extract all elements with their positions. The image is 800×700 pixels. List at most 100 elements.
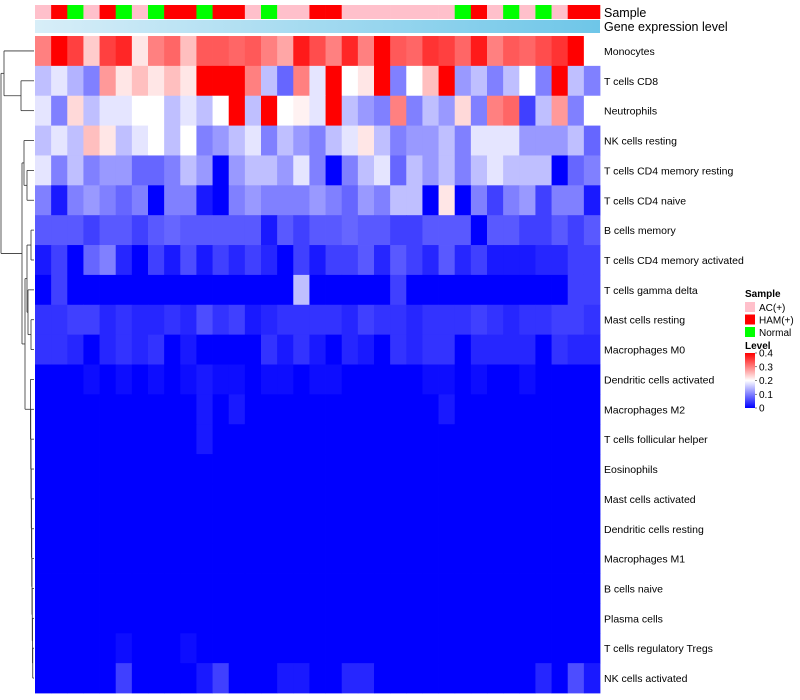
sample-annotation-cell [406,5,423,19]
heatmap-cell [406,663,423,694]
heatmap-cell [148,573,165,604]
heatmap-cell [341,633,359,664]
heatmap-cell [422,274,439,306]
heatmap-cell [551,603,569,634]
heatmap-cell [228,36,246,67]
heatmap-cell [438,245,456,276]
heatmap-cell [454,274,472,306]
heatmap-cell [374,573,391,604]
heatmap-cell [164,334,181,365]
heatmap-cell [422,424,439,455]
heatmap-cell [35,125,52,156]
heatmap-cell [83,155,100,186]
heatmap-cell [583,215,601,246]
heatmap-cell [51,65,68,97]
heatmap-cell [438,125,456,156]
heatmap-cell [244,603,262,634]
row-label: NK cells activated [604,673,688,685]
heatmap-cell [341,663,359,694]
heatmap-cell [583,245,601,276]
heatmap-cell [115,334,133,365]
heatmap-cell [261,364,278,395]
heatmap-cell [438,304,456,336]
heatmap-cell [212,274,230,306]
heatmap-cell [357,663,375,694]
heatmap-cell [180,155,197,186]
heatmap-cell [406,454,423,485]
heatmap-cell [99,274,117,306]
heatmap-cell [583,573,601,604]
heatmap-cell [438,454,456,485]
heatmap-cell [164,304,181,336]
heatmap-cell [341,454,359,485]
heatmap-cell [535,125,552,156]
row-label: B cells naive [604,583,663,595]
heatmap-cell [131,483,149,515]
sample-annotation-cell [67,5,84,19]
heatmap-cell [374,334,391,365]
heatmap-cell [115,394,133,425]
heatmap-cell [228,603,246,634]
heatmap-cell [551,274,569,306]
heatmap-cell [325,155,343,186]
heatmap-cell [390,394,407,425]
heatmap-cell [583,95,601,126]
heatmap-cell [567,36,585,67]
expression-annotation-bar [35,20,600,33]
heatmap-cell [51,334,68,365]
heatmap-cell [374,304,391,336]
heatmap-cell [470,155,488,186]
heatmap-cell [244,513,262,545]
heatmap-cell [551,36,569,67]
heatmap-cell [261,95,278,126]
heatmap-cell [164,95,181,126]
heatmap-cell [309,633,326,664]
heatmap-cell [196,603,213,634]
heatmap-cell [261,394,278,425]
heatmap-cell [261,573,278,604]
heatmap-cell [567,394,585,425]
heatmap-cell [148,65,165,97]
heatmap-cell [519,424,536,455]
heatmap-cell [180,215,197,246]
heatmap-cell [535,633,552,664]
heatmap-cell [244,185,262,216]
heatmap-cell [325,603,343,634]
heatmap-cell [261,274,278,306]
heatmap-cell [470,394,488,425]
heatmap-cell [390,603,407,634]
heatmap-cell [293,215,310,246]
heatmap-cell [325,36,343,67]
heatmap-cell [357,304,375,336]
heatmap-cell [567,663,585,694]
heatmap-cell [503,304,520,336]
heatmap-cell [454,185,472,216]
heatmap-cell [148,603,165,634]
heatmap-cell [503,633,520,664]
heatmap-cell [99,185,117,216]
heatmap-cell [115,65,133,97]
heatmap-cell [487,513,504,545]
row-label: T cells CD4 naive [604,195,686,207]
heatmap-cell [583,603,601,634]
heatmap-cell [164,245,181,276]
heatmap-cell [244,95,262,126]
heatmap-cell [357,513,375,545]
heatmap-cell [551,633,569,664]
sample-annotation-cell [164,5,181,19]
heatmap-cell [212,543,230,574]
heatmap-cell [470,215,488,246]
heatmap-cell [35,513,52,545]
heatmap-cell [164,483,181,515]
heatmap-cell [406,185,423,216]
heatmap-cell [67,215,84,246]
heatmap-cell [438,424,456,455]
heatmap-cell [148,185,165,216]
heatmap-cell [196,185,213,216]
heatmap-cell [180,125,197,156]
heatmap-cell [131,155,149,186]
heatmap-cell [35,424,52,455]
heatmap-cell [277,543,294,574]
heatmap-cell [35,95,52,126]
heatmap-cell [583,483,601,515]
